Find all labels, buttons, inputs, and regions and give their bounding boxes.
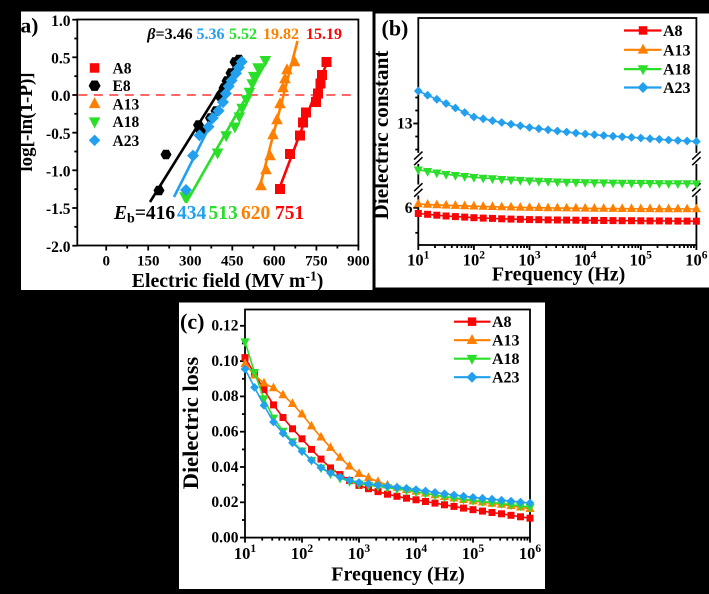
- svg-text:450: 450: [221, 254, 244, 270]
- svg-text:-1.0: -1.0: [46, 164, 71, 181]
- svg-text:A8: A8: [113, 60, 132, 77]
- svg-text:513: 513: [209, 203, 239, 224]
- svg-text:434: 434: [177, 203, 207, 224]
- svg-text:-0.5: -0.5: [46, 126, 71, 143]
- svg-text:13: 13: [397, 116, 413, 133]
- svg-text:1.0: 1.0: [51, 13, 71, 30]
- svg-text:Electric field (MV m-1): Electric field (MV m-1): [132, 269, 324, 293]
- svg-text:(b): (b): [382, 16, 409, 41]
- svg-text:A8: A8: [492, 314, 512, 331]
- svg-text:300: 300: [179, 254, 202, 270]
- svg-text:620: 620: [241, 203, 270, 224]
- svg-text:A18: A18: [113, 114, 140, 131]
- svg-text:log[-ln(1-P)]: log[-ln(1-P)]: [16, 72, 37, 171]
- svg-text:-1.5: -1.5: [46, 201, 71, 218]
- svg-text:E8: E8: [113, 78, 131, 95]
- svg-text:0.08: 0.08: [211, 388, 238, 405]
- svg-text:900: 900: [347, 254, 370, 270]
- svg-text:Dielectric constant: Dielectric constant: [369, 51, 393, 220]
- svg-text:(c): (c): [180, 309, 204, 334]
- svg-text:A18: A18: [492, 351, 520, 368]
- svg-text:A13: A13: [492, 333, 520, 350]
- svg-text:15.19: 15.19: [306, 26, 342, 43]
- svg-text:0: 0: [102, 254, 110, 270]
- svg-text:A23: A23: [113, 133, 140, 150]
- svg-text:Dielectric loss: Dielectric loss: [178, 357, 203, 490]
- svg-text:β=3.46: β=3.46: [146, 26, 192, 43]
- svg-text:0.02: 0.02: [211, 494, 238, 511]
- svg-text:-2.0: -2.0: [46, 239, 71, 256]
- svg-text:0.06: 0.06: [211, 424, 238, 441]
- svg-text:Frequency (Hz): Frequency (Hz): [492, 264, 626, 286]
- svg-text:0.5: 0.5: [51, 51, 71, 68]
- svg-text:5.36: 5.36: [197, 26, 225, 43]
- svg-text:6: 6: [405, 200, 413, 217]
- svg-text:751: 751: [275, 203, 304, 224]
- svg-text:Frequency (Hz): Frequency (Hz): [331, 564, 465, 586]
- svg-text:750: 750: [305, 254, 328, 270]
- svg-text:A13: A13: [663, 42, 691, 59]
- svg-text:0.12: 0.12: [211, 318, 238, 335]
- svg-text:A23: A23: [663, 80, 691, 97]
- svg-text:0.10: 0.10: [211, 353, 238, 370]
- svg-text:A8: A8: [663, 23, 683, 40]
- svg-text:A18: A18: [663, 62, 691, 79]
- svg-text:150: 150: [137, 254, 160, 270]
- svg-text:A13: A13: [113, 96, 140, 113]
- svg-text:a): a): [21, 14, 39, 38]
- svg-text:0.04: 0.04: [211, 459, 238, 476]
- svg-text:5.52: 5.52: [229, 26, 257, 43]
- svg-text:19.82: 19.82: [263, 26, 299, 43]
- svg-text:A23: A23: [492, 370, 520, 387]
- svg-text:600: 600: [263, 254, 286, 270]
- svg-text:Eb=416: Eb=416: [113, 203, 175, 227]
- svg-text:0.0: 0.0: [51, 88, 71, 105]
